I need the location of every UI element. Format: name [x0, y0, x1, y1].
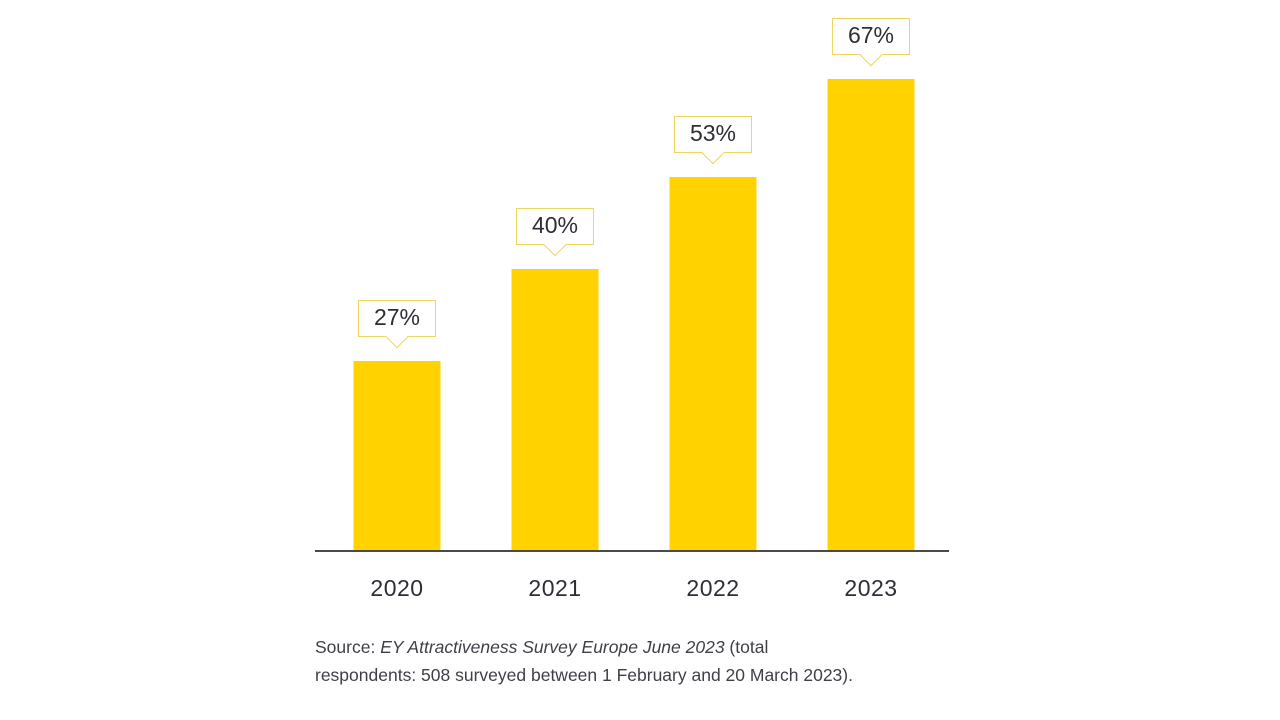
- bar-2022: [669, 177, 757, 551]
- x-axis-tick-label-2023: 2023: [844, 575, 898, 601]
- source-note-prefix: Source:: [315, 637, 381, 657]
- bar-2021: [511, 269, 599, 551]
- data-label-callout-2022: 53%: [673, 116, 753, 165]
- data-label-value: 67%: [847, 22, 895, 48]
- x-axis-tick-label-2020: 2020: [370, 575, 424, 601]
- data-label-value: 40%: [531, 212, 579, 238]
- bar-2020: [353, 361, 441, 551]
- bar-column-2021: 40% 2021: [476, 0, 634, 612]
- source-note-citation: EY Attractiveness Survey Europe June 202…: [380, 637, 725, 657]
- source-note: Source: EY Attractiveness Survey Europe …: [315, 634, 860, 689]
- bar-column-2023: 67% 2023: [792, 0, 950, 612]
- x-axis-tick-label-2022: 2022: [686, 575, 740, 601]
- data-label-callout-2021: 40%: [515, 208, 595, 257]
- bar-column-2020: 27% 2020: [318, 0, 476, 612]
- bar-2023: [827, 79, 915, 551]
- data-label-callout-2020: 27%: [357, 300, 437, 349]
- data-label-callout-2023: 67%: [831, 18, 911, 67]
- bar-column-2022: 53% 2022: [634, 0, 792, 612]
- data-label-value: 27%: [373, 304, 421, 330]
- plot-area: 27% 2020 40% 2021 53% 2022 67% 2023: [318, 0, 950, 612]
- source-note-suffix: (total respondents: 508 surveyed between…: [315, 637, 853, 685]
- x-axis-tick-label-2021: 2021: [528, 575, 582, 601]
- x-axis-line: [315, 550, 949, 552]
- data-label-value: 53%: [689, 120, 737, 146]
